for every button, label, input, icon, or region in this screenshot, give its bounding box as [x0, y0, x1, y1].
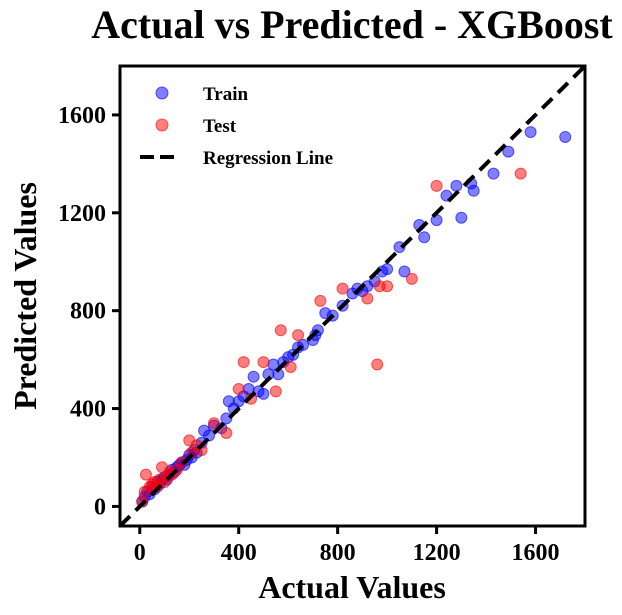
test-point-28: [292, 329, 305, 342]
test-point-2: [139, 468, 152, 481]
y-tick-label-0: 0: [94, 494, 106, 520]
test-point-22: [237, 356, 250, 369]
legend-train-marker: [155, 86, 169, 100]
train-point-57: [381, 263, 394, 276]
test-point-31: [361, 292, 374, 305]
test-point-19: [207, 417, 220, 430]
train-point-34: [247, 370, 260, 383]
x-axis-label: Actual Values: [258, 569, 446, 605]
test-point-34: [381, 280, 394, 293]
y-tick-label-1600: 1600: [58, 103, 106, 129]
test-point-32: [371, 358, 384, 371]
y-axis-label: Predicted Values: [7, 182, 43, 410]
train-point-68: [487, 167, 500, 180]
x-tick-label-0: 0: [134, 540, 146, 566]
x-tick-label-1200: 1200: [413, 540, 461, 566]
test-point-24: [257, 356, 270, 369]
train-point-67: [467, 184, 480, 197]
y-tick-label-400: 400: [70, 397, 106, 423]
legend-line-label: Regression Line: [203, 148, 333, 169]
y-axis-ticks: 0 400 800 1200 1600: [58, 103, 120, 520]
chart-title: Actual vs Predicted - XGBoost: [91, 2, 613, 47]
train-point-59: [398, 265, 411, 278]
test-point-35: [405, 272, 418, 285]
test-point-21: [232, 382, 245, 395]
x-tick-label-400: 400: [221, 540, 257, 566]
train-point-69: [502, 145, 515, 158]
legend: Train Test Regression Line: [140, 84, 333, 169]
y-tick-label-800: 800: [70, 299, 106, 325]
test-point-37: [514, 167, 527, 180]
y-tick-label-1200: 1200: [58, 201, 106, 227]
train-point-61: [418, 231, 431, 244]
train-point-65: [455, 211, 468, 224]
test-point-26: [274, 324, 287, 337]
data-points: [136, 126, 572, 508]
legend-train-label: Train: [203, 84, 248, 105]
series-test: [136, 167, 527, 508]
legend-test-label: Test: [203, 116, 237, 137]
x-tick-label-1600: 1600: [512, 540, 560, 566]
train-point-64: [450, 179, 463, 192]
train-point-36: [257, 387, 270, 400]
test-point-20: [220, 427, 233, 440]
test-point-36: [430, 179, 443, 192]
legend-test-marker: [155, 118, 169, 132]
test-point-27: [284, 360, 297, 373]
test-point-29: [314, 294, 327, 307]
x-tick-label-800: 800: [320, 540, 356, 566]
test-point-25: [269, 385, 282, 398]
x-axis-ticks: 0 400 800 1200 1600: [134, 526, 560, 566]
test-point-30: [336, 282, 349, 295]
train-point-71: [559, 130, 572, 143]
train-point-70: [524, 126, 537, 139]
plot-frame: [118, 64, 587, 528]
